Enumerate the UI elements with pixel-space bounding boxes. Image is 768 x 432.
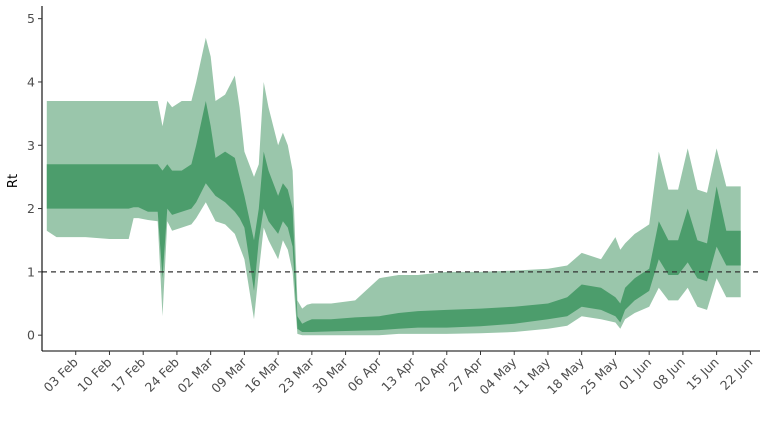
- y-tick-label: 4: [27, 74, 35, 89]
- y-tick-label: 0: [27, 328, 35, 343]
- x-tick-label: 13 Apr: [378, 354, 419, 395]
- x-tick-label: 15 Jun: [683, 355, 721, 393]
- x-tick-label: 09 Mar: [208, 354, 250, 396]
- ribbon-bands: [46, 37, 741, 336]
- y-tick-label: 3: [27, 138, 35, 153]
- x-tick-label: 01 Jun: [616, 355, 654, 393]
- y-tick-label: 2: [27, 201, 35, 216]
- band-50: [46, 101, 741, 332]
- x-tick-label: 20 Apr: [412, 354, 453, 395]
- x-tick-label: 08 Jun: [650, 355, 688, 393]
- y-tick-label: 1: [27, 264, 35, 279]
- x-tick-label: 17 Feb: [108, 354, 148, 394]
- x-tick-label: 25 May: [578, 354, 621, 397]
- y-axis-title: Rt: [6, 174, 21, 188]
- x-tick-label: 16 Mar: [242, 354, 284, 396]
- x-tick-label: 23 Mar: [276, 354, 318, 396]
- y-tick-label: 5: [27, 11, 35, 26]
- x-tick-label: 10 Feb: [74, 354, 114, 394]
- band-95: [46, 37, 741, 336]
- x-tick-label: 02 Mar: [174, 354, 216, 396]
- x-tick-label: 30 Mar: [309, 354, 351, 396]
- x-tick-label: 06 Apr: [344, 354, 385, 395]
- x-tick-label: 03 Feb: [41, 354, 81, 394]
- x-tick-label: 24 Feb: [142, 354, 182, 394]
- x-tick-label: 22 Jun: [717, 355, 755, 393]
